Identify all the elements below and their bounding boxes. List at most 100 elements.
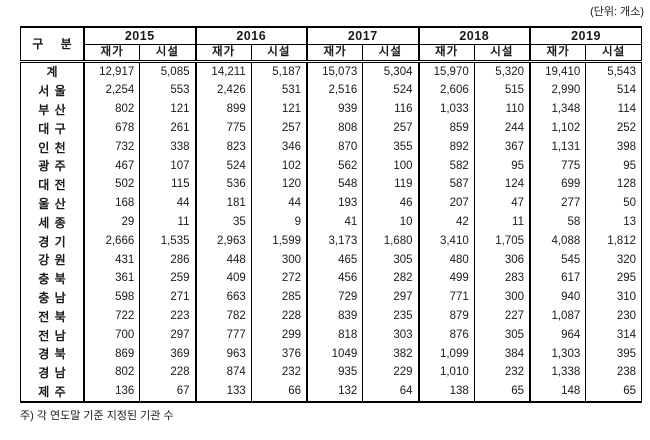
data-cell: 244 bbox=[473, 119, 530, 139]
data-cell: 398 bbox=[585, 138, 642, 157]
table-row: 충 북 361 259 409 272 456 282 499 283 617 295 bbox=[21, 269, 642, 289]
data-cell: 11 bbox=[473, 213, 530, 233]
table-row: 부 산 802 121 899 121 939 116 1,033 110 1,348 114 bbox=[21, 100, 642, 120]
footnote: 주) 각 연도말 기준 지정된 기관 수 bbox=[20, 410, 174, 422]
data-cell: 963 bbox=[194, 344, 252, 364]
data-cell: 536 bbox=[194, 175, 252, 195]
data-cell: 562 bbox=[306, 156, 363, 176]
sub-header-jaega: 재가 bbox=[83, 44, 140, 63]
row-label: 부 산 bbox=[38, 102, 66, 117]
data-cell: 120 bbox=[250, 175, 307, 195]
data-cell: 5,304 bbox=[362, 61, 419, 82]
data-cell: 802 bbox=[83, 363, 140, 383]
data-cell: 297 bbox=[362, 288, 419, 308]
data-cell: 5,085 bbox=[139, 61, 196, 82]
sub-header-siseol: 시설 bbox=[585, 44, 642, 63]
row-label: 경 북 bbox=[38, 347, 66, 362]
data-cell: 448 bbox=[194, 250, 252, 270]
data-cell: 13 bbox=[585, 213, 642, 233]
data-cell: 823 bbox=[194, 138, 252, 157]
data-cell: 297 bbox=[139, 326, 196, 345]
data-cell: 261 bbox=[139, 119, 196, 139]
data-cell: 148 bbox=[529, 382, 586, 403]
data-cell: 15,073 bbox=[306, 61, 363, 82]
data-cell: 300 bbox=[250, 250, 307, 270]
data-cell: 869 bbox=[83, 344, 140, 364]
data-cell: 124 bbox=[473, 175, 530, 195]
data-cell: 121 bbox=[250, 100, 307, 120]
data-cell: 2,666 bbox=[83, 232, 140, 251]
data-cell: 465 bbox=[306, 250, 363, 270]
data-cell: 232 bbox=[473, 363, 530, 383]
data-cell: 3,410 bbox=[417, 232, 475, 251]
data-cell: 802 bbox=[83, 100, 140, 120]
data-cell: 42 bbox=[417, 213, 475, 233]
row-label: 경 기 bbox=[38, 234, 66, 249]
table-row: 대 전 502 115 536 120 548 119 587 124 699 128 bbox=[21, 175, 642, 195]
row-label: 충 북 bbox=[38, 272, 66, 287]
data-cell: 228 bbox=[250, 307, 307, 327]
data-cell: 2,606 bbox=[417, 81, 475, 101]
table-body: 계 12,917 5,085 14,211 5,187 15,073 5,304 15,970… bbox=[21, 61, 642, 403]
sub-header-jaega: 재가 bbox=[194, 44, 252, 63]
data-cell: 100 bbox=[362, 156, 419, 176]
sub-header-row: 재가 시설 재가 시설 재가 시설 재가 시설 재가 시설 bbox=[21, 44, 642, 63]
data-cell: 5,320 bbox=[473, 61, 530, 82]
year-header: 2017 bbox=[306, 27, 419, 45]
data-cell: 2,254 bbox=[83, 81, 140, 101]
data-cell: 283 bbox=[473, 269, 530, 289]
data-cell: 295 bbox=[585, 269, 642, 289]
data-cell: 133 bbox=[194, 382, 252, 403]
data-cell: 50 bbox=[585, 194, 642, 214]
table-row: 전 남 700 297 777 299 818 303 876 305 964 314 bbox=[21, 326, 642, 345]
data-cell: 10 bbox=[362, 213, 419, 233]
data-cell: 257 bbox=[250, 119, 307, 139]
data-cell: 409 bbox=[194, 269, 252, 289]
data-cell: 617 bbox=[529, 269, 586, 289]
data-cell: 66 bbox=[250, 382, 307, 403]
data-cell: 95 bbox=[473, 156, 530, 176]
data-cell: 467 bbox=[83, 156, 140, 176]
data-cell: 228 bbox=[139, 363, 196, 383]
data-cell: 259 bbox=[139, 269, 196, 289]
data-cell: 277 bbox=[529, 194, 586, 214]
data-cell: 2,516 bbox=[306, 81, 363, 101]
year-header-row: 구 분 2015 2016 2017 2018 2019 bbox=[20, 27, 642, 63]
data-cell: 282 bbox=[362, 269, 419, 289]
data-cell: 207 bbox=[417, 194, 475, 214]
row-label: 대 전 bbox=[38, 178, 66, 193]
data-cell: 2,990 bbox=[529, 81, 586, 101]
row-label: 서 울 bbox=[38, 84, 66, 99]
data-cell: 229 bbox=[362, 363, 419, 383]
data-cell: 531 bbox=[250, 81, 307, 101]
sub-header-jaega: 재가 bbox=[417, 44, 475, 63]
data-cell: 1,102 bbox=[529, 119, 586, 139]
table-row: 서 울 2,254 553 2,426 531 2,516 524 2,606 515 2,990… bbox=[21, 81, 642, 101]
data-cell: 168 bbox=[83, 194, 140, 214]
data-cell: 41 bbox=[306, 213, 363, 233]
data-cell: 808 bbox=[306, 119, 363, 139]
table-row: 경 북 869 369 963 376 1049 382 1,099 384 1,303 395 bbox=[21, 344, 642, 364]
data-cell: 121 bbox=[139, 100, 196, 120]
data-cell: 395 bbox=[585, 344, 642, 364]
row-label: 전 북 bbox=[38, 309, 66, 324]
data-cell: 238 bbox=[585, 363, 642, 383]
data-cell: 44 bbox=[250, 194, 307, 214]
data-cell: 47 bbox=[473, 194, 530, 214]
data-cell: 44 bbox=[139, 194, 196, 214]
data-cell: 193 bbox=[306, 194, 363, 214]
data-cell: 1,033 bbox=[417, 100, 475, 120]
row-label: 계 bbox=[46, 65, 58, 80]
data-cell: 3,173 bbox=[306, 232, 363, 251]
table-row: 대 구 678 261 775 257 808 257 859 244 1,102 252 bbox=[21, 119, 642, 139]
sub-header-siseol: 시설 bbox=[362, 44, 419, 63]
data-cell: 338 bbox=[139, 138, 196, 157]
data-cell: 132 bbox=[306, 382, 363, 403]
data-cell: 598 bbox=[83, 288, 140, 308]
data-cell: 1049 bbox=[306, 344, 363, 364]
row-label: 울 산 bbox=[38, 196, 66, 211]
data-cell: 4,088 bbox=[529, 232, 586, 251]
data-cell: 95 bbox=[585, 156, 642, 176]
data-cell: 548 bbox=[306, 175, 363, 195]
sub-header-jaega: 재가 bbox=[529, 44, 586, 63]
